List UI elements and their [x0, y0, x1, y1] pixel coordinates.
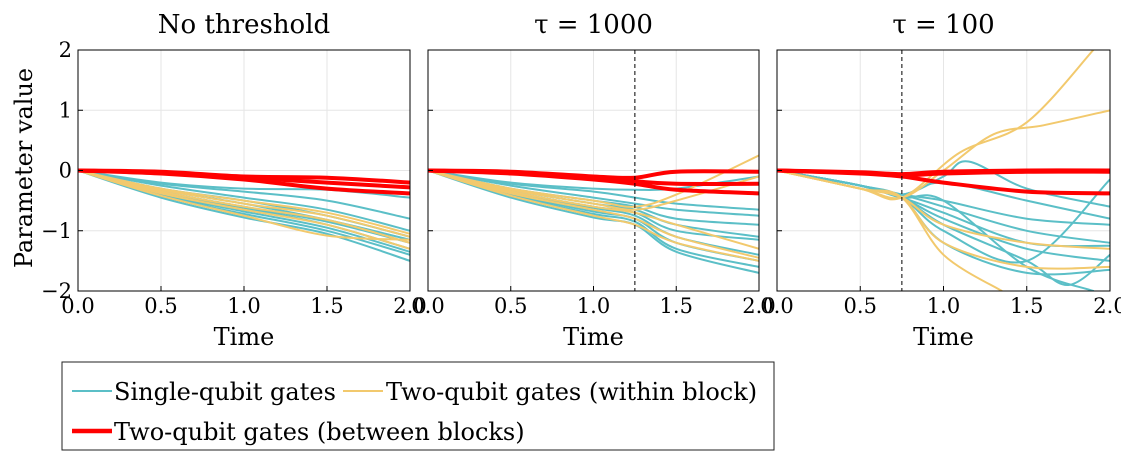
y-tick-label-0: −2: [41, 279, 72, 303]
x-tick-label-4: 2.0: [393, 294, 426, 318]
series-line-single-2: [428, 169, 759, 211]
x-tick-label-2: 1.0: [577, 294, 610, 318]
x-tick-label-4: 2.0: [1093, 294, 1121, 318]
x-axis-label: Time: [214, 323, 275, 351]
x-axis-label: Time: [913, 323, 974, 351]
x-tick-label-0: 0.0: [411, 294, 444, 318]
panel-3: 0.0 0.5 1.0 1.5 2.0 τ = 100 Time: [760, 10, 1121, 351]
series-line-within-2: [78, 169, 410, 238]
y-axis-label: Parameter value: [10, 68, 38, 268]
series-line-between-3: [78, 168, 410, 196]
series-group: [428, 154, 759, 274]
series-line-between-3: [428, 168, 759, 196]
x-tick-label-0: 0.0: [760, 294, 793, 318]
x-tick-label-3: 1.5: [1010, 294, 1043, 318]
x-tick-label-1: 0.5: [494, 294, 527, 318]
x-tick-label-0: 0.0: [61, 294, 94, 318]
series-line-within-3: [78, 169, 410, 244]
legend-box: [61, 361, 775, 451]
series-line-within-2: [428, 169, 759, 211]
series-line-within-5: [78, 169, 410, 241]
panel-1: 0.0 0.5 1.0 1.5 2.0 −2 −1 0 1 2 No threshold Time: [41, 10, 427, 351]
panel-title: τ = 1000: [534, 10, 653, 40]
series-line-within-4: [78, 169, 410, 250]
series-group: [777, 50, 1110, 291]
legend: Single-qubit gates Two-qubit gates (with…: [61, 361, 775, 451]
legend-label-between: Two-qubit gates (between blocks): [114, 418, 525, 446]
panel-title: No threshold: [158, 10, 330, 40]
series-line-single-10: [78, 169, 410, 262]
y-tick-label-2: 0: [59, 159, 72, 183]
series-line-within-5: [428, 169, 759, 262]
x-tick-label-4: 2.0: [742, 294, 775, 318]
y-tick-label-4: 2: [59, 38, 72, 62]
x-tick-label-1: 0.5: [844, 294, 877, 318]
series-line-within-5: [777, 169, 1110, 250]
series-group: [78, 168, 410, 262]
series-line-single-3: [428, 169, 759, 217]
x-axis-label: Time: [563, 323, 624, 351]
legend-label-single: Single-qubit gates: [114, 378, 336, 406]
panel-2: 0.0 0.5 1.0 1.5 2.0 τ = 1000 Time: [411, 10, 775, 351]
x-tick-label-1: 0.5: [144, 294, 177, 318]
series-line-single-3: [78, 169, 410, 232]
y-tick-label-3: 1: [59, 98, 72, 122]
x-tick-label-2: 1.0: [227, 294, 260, 318]
x-tick-label-2: 1.0: [927, 294, 960, 318]
x-tick-label-3: 1.5: [310, 294, 343, 318]
y-tick-label-1: −1: [41, 219, 72, 243]
panel-title: τ = 100: [892, 10, 994, 40]
series-line-within-3: [428, 169, 759, 250]
series-line-within-4: [428, 169, 759, 259]
x-tick-label-3: 1.5: [660, 294, 693, 318]
legend-label-within: Two-qubit gates (within block): [386, 378, 757, 406]
series-line-between-3: [777, 168, 1110, 196]
